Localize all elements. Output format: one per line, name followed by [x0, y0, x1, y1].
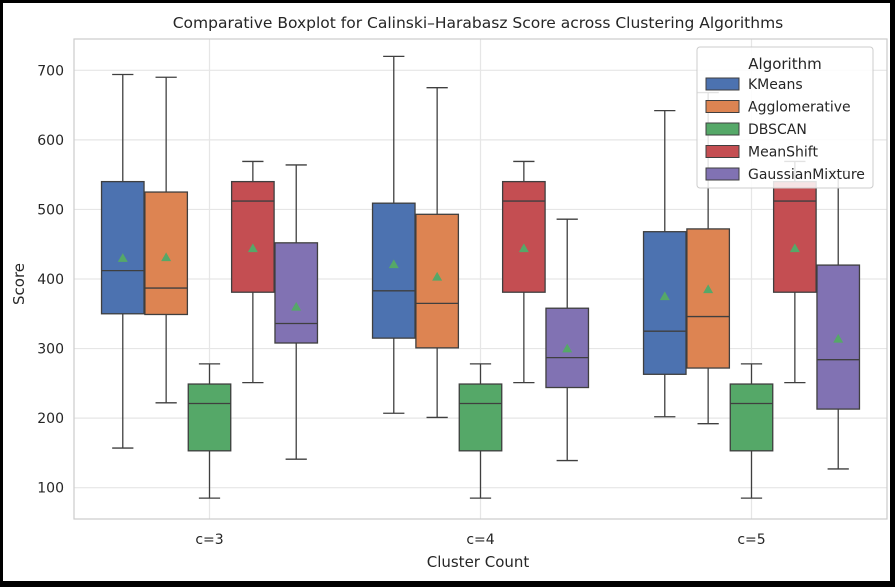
box-MeanShift-c=4: [501, 160, 546, 384]
mean-marker: [518, 243, 529, 253]
legend-frame: [696, 46, 874, 189]
box-body: [371, 202, 416, 339]
y-tick-label: 500: [37, 202, 64, 218]
y-axis-label: Score: [10, 263, 28, 305]
legend-label-Agglomerative: Agglomerative: [748, 100, 851, 116]
box-GaussianMixture-c=4: [545, 218, 590, 462]
mean-marker: [562, 343, 573, 353]
chart-title: Comparative Boxplot for Calinski–Harabas…: [173, 14, 784, 32]
mean-marker: [789, 243, 800, 253]
legend-label-GaussianMixture: GaussianMixture: [748, 167, 865, 183]
legend-label-MeanShift: MeanShift: [748, 145, 818, 161]
mean-marker: [204, 418, 215, 428]
legend: Algorithm KMeans Agglomerative DBSCAN MeanS…: [696, 46, 874, 189]
x-tick-label: c=4: [466, 532, 494, 548]
y-tick-labels: 100 200 300 400 500 600 700: [37, 63, 64, 496]
legend-label-DBSCAN: DBSCAN: [748, 122, 807, 138]
box-body: [274, 242, 319, 344]
box-KMeans-c=4: [371, 55, 416, 414]
legend-label-KMeans: KMeans: [748, 77, 803, 93]
y-tick-label: 700: [37, 63, 64, 79]
mean-marker: [291, 301, 302, 311]
box-body: [230, 180, 275, 293]
x-tick-labels: c=3 c=4 c=5: [195, 532, 765, 548]
box-Agglomerative-c=3: [144, 76, 189, 404]
y-tick-label: 600: [37, 133, 64, 149]
box-MeanShift-c=3: [230, 160, 275, 384]
y-tick-label: 300: [37, 342, 64, 358]
boxplot-chart: Comparative Boxplot for Calinski–Harabas…: [10, 14, 888, 571]
mean-marker: [703, 284, 714, 294]
box-body: [729, 383, 774, 452]
x-axis-label: Cluster Count: [427, 553, 530, 571]
box-DBSCAN-c=3: [187, 363, 232, 499]
mean-marker: [659, 291, 670, 301]
box-KMeans-c=5: [642, 110, 687, 418]
mean-marker: [247, 243, 258, 253]
legend-swatch-DBSCAN: [705, 122, 740, 136]
box-body: [501, 180, 546, 293]
mean-marker: [833, 333, 844, 343]
box-body: [772, 180, 817, 293]
box-KMeans-c=3: [100, 73, 145, 449]
box-body: [642, 231, 687, 375]
mean-marker: [432, 271, 443, 281]
box-body: [187, 383, 232, 452]
legend-swatch-Agglomerative: [705, 100, 740, 113]
y-tick-label: 200: [37, 411, 64, 427]
box-GaussianMixture-c=3: [274, 164, 319, 460]
chart-frame: Comparative Boxplot for Calinski–Harabas…: [3, 3, 890, 581]
box-GaussianMixture-c=5: [816, 170, 861, 470]
box-body: [686, 228, 731, 369]
box-DBSCAN-c=5: [729, 363, 774, 499]
box-Agglomerative-c=4: [415, 87, 460, 419]
legend-swatch-KMeans: [705, 77, 740, 91]
y-tick-label: 400: [37, 272, 64, 288]
x-tick-label: c=5: [737, 532, 765, 548]
box-DBSCAN-c=4: [458, 363, 503, 499]
x-tick-label: c=3: [195, 532, 223, 548]
mean-marker: [746, 418, 757, 428]
box-Agglomerative-c=5: [686, 91, 731, 425]
mean-marker: [388, 259, 399, 269]
boxes-group: [100, 55, 861, 499]
legend-title: Algorithm: [748, 55, 821, 73]
plot-border: [73, 38, 888, 520]
box-body: [100, 180, 145, 315]
legend-items: KMeans Agglomerative DBSCAN MeanShift Gaussi…: [705, 77, 865, 183]
mean-marker: [475, 418, 486, 428]
box-body: [458, 383, 503, 452]
legend-swatch-MeanShift: [705, 145, 740, 158]
mean-marker: [161, 252, 172, 262]
legend-swatch-GaussianMixture: [705, 167, 740, 181]
box-body: [415, 213, 460, 349]
y-tick-label: 100: [37, 481, 64, 497]
box-MeanShift-c=5: [772, 160, 817, 384]
mean-marker: [117, 253, 128, 262]
